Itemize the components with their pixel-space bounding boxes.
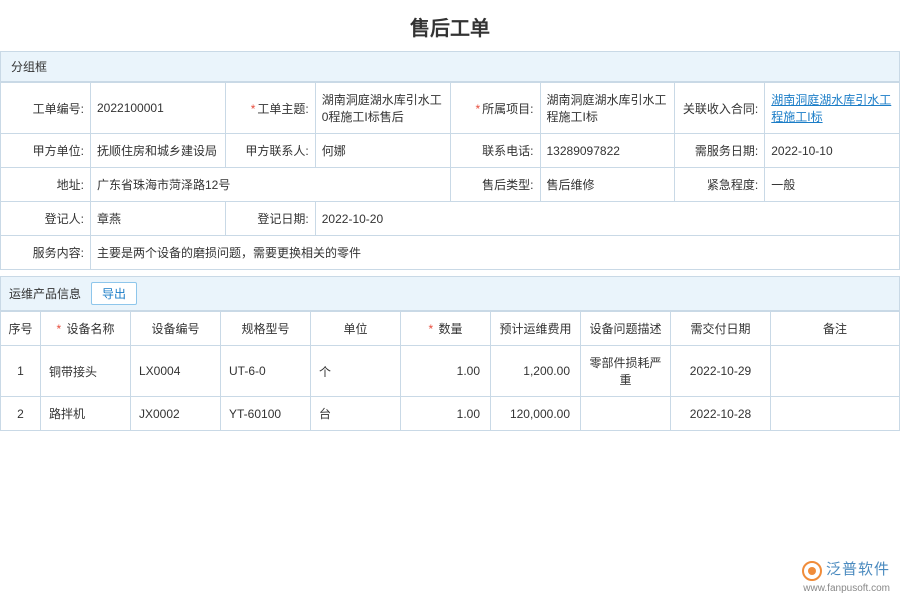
form-label: 需服务日期:: [675, 134, 765, 168]
form-value: 湖南洞庭湖水库引水工0程施工I标售后: [315, 83, 450, 134]
table-cell: 1,200.00: [491, 346, 581, 397]
form-value: 13289097822: [540, 134, 675, 168]
form-value: 2022-10-10: [765, 134, 900, 168]
table-cell: [771, 346, 900, 397]
table-cell: 1.00: [401, 397, 491, 431]
table-cell: [581, 397, 671, 431]
form-value: 2022-10-20: [315, 202, 899, 236]
brand-logo: 泛普软件 www.fanpusoft.com: [801, 558, 890, 594]
column-header: 序号: [1, 312, 41, 346]
brand-name: 泛普软件: [826, 561, 890, 578]
form-value: 一般: [765, 168, 900, 202]
column-header: * 设备名称: [41, 312, 131, 346]
page-title: 售后工单: [0, 0, 900, 51]
form-table: 工单编号:2022100001*工单主题:湖南洞庭湖水库引水工0程施工I标售后*…: [0, 82, 900, 270]
form-label: 关联收入合同:: [675, 83, 765, 134]
group-header: 分组框: [0, 51, 900, 82]
table-cell: [771, 397, 900, 431]
form-label: 甲方单位:: [1, 134, 91, 168]
export-button[interactable]: 导出: [91, 282, 137, 305]
contract-link[interactable]: 湖南洞庭湖水库引水工程施工I标: [771, 93, 891, 124]
brand-url: www.fanpusoft.com: [803, 583, 890, 594]
table-cell: UT-6-0: [221, 346, 311, 397]
form-label: 甲方联系人:: [225, 134, 315, 168]
column-header: 单位: [311, 312, 401, 346]
form-value: 2022100001: [91, 83, 226, 134]
form-value: 售后维修: [540, 168, 675, 202]
form-label: 售后类型:: [450, 168, 540, 202]
form-value: 湖南洞庭湖水库引水工程施工I标: [540, 83, 675, 134]
table-cell: YT-60100: [221, 397, 311, 431]
table-cell: 台: [311, 397, 401, 431]
form-value: 湖南洞庭湖水库引水工程施工I标: [765, 83, 900, 134]
table-cell: 2: [1, 397, 41, 431]
column-header: 需交付日期: [671, 312, 771, 346]
form-label: 紧急程度:: [675, 168, 765, 202]
products-table: 序号* 设备名称设备编号规格型号单位* 数量预计运维费用设备问题描述需交付日期备…: [0, 311, 900, 431]
form-label: 工单编号:: [1, 83, 91, 134]
form-value: 广东省珠海市菏泽路12号: [91, 168, 451, 202]
column-header: 设备问题描述: [581, 312, 671, 346]
column-header: 预计运维费用: [491, 312, 581, 346]
form-value: 何娜: [315, 134, 450, 168]
form-value: 抚顺住房和城乡建设局: [91, 134, 226, 168]
table-cell: 2022-10-29: [671, 346, 771, 397]
column-header: * 数量: [401, 312, 491, 346]
form-label: 服务内容:: [1, 236, 91, 270]
table-cell: 2022-10-28: [671, 397, 771, 431]
table-cell: 120,000.00: [491, 397, 581, 431]
form-label: 联系电话:: [450, 134, 540, 168]
table-row: 1铜带接头LX0004UT-6-0个1.001,200.00零部件损耗严重202…: [1, 346, 900, 397]
form-label: 登记日期:: [225, 202, 315, 236]
form-label: 登记人:: [1, 202, 91, 236]
table-cell: 路拌机: [41, 397, 131, 431]
logo-icon: [801, 560, 823, 582]
column-header: 设备编号: [131, 312, 221, 346]
form-label: *所属项目:: [450, 83, 540, 134]
table-cell: 个: [311, 346, 401, 397]
form-value: 主要是两个设备的磨损问题，需要更换相关的零件: [91, 236, 900, 270]
form-label: 地址:: [1, 168, 91, 202]
form-label: *工单主题:: [225, 83, 315, 134]
column-header: 备注: [771, 312, 900, 346]
products-tab-label: 运维产品信息: [9, 285, 81, 302]
table-cell: 铜带接头: [41, 346, 131, 397]
table-cell: 1: [1, 346, 41, 397]
table-cell: 零部件损耗严重: [581, 346, 671, 397]
column-header: 规格型号: [221, 312, 311, 346]
form-value: 章燕: [91, 202, 226, 236]
products-tabbar: 运维产品信息 导出: [0, 276, 900, 311]
table-row: 2路拌机JX0002YT-60100台1.00120,000.00 2022-10…: [1, 397, 900, 431]
table-cell: LX0004: [131, 346, 221, 397]
table-cell: 1.00: [401, 346, 491, 397]
table-cell: JX0002: [131, 397, 221, 431]
